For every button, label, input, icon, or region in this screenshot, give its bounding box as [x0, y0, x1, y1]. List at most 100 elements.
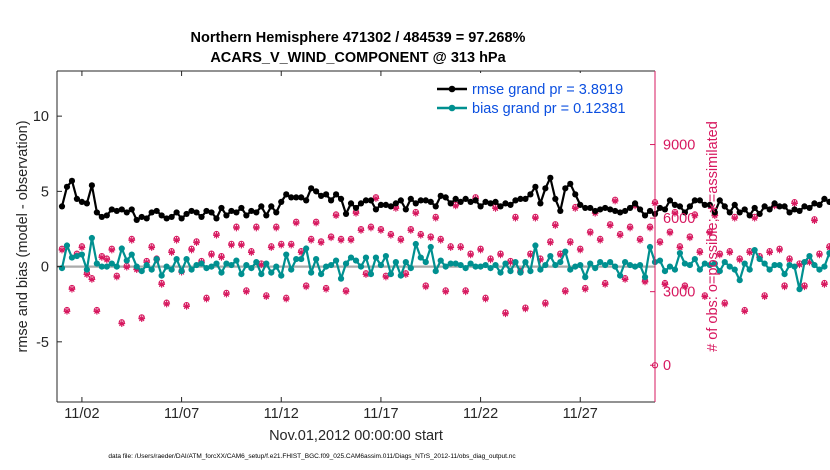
- obs-assimilated-marker: [576, 246, 584, 254]
- bias-point: [776, 261, 783, 269]
- obs-assimilated-marker: [507, 258, 514, 266]
- obs-assimilated-marker: [88, 276, 96, 283]
- rmse-point: [208, 209, 215, 216]
- bias-point: [203, 264, 210, 272]
- obs-assimilated-marker: [108, 246, 116, 254]
- bias-point: [671, 266, 679, 273]
- obs-assimilated-marker: [741, 307, 749, 315]
- obs-assimilated-marker: [372, 195, 380, 202]
- obs-assimilated-marker: [601, 280, 609, 288]
- x-tick-label: 11/17: [363, 406, 398, 422]
- obs-assimilated-marker: [646, 224, 654, 232]
- bias-point: [542, 261, 549, 269]
- obs-assimilated-marker: [512, 214, 519, 222]
- rmse-point: [686, 203, 693, 210]
- rmse-point: [213, 215, 220, 222]
- rmse-point: [303, 197, 310, 204]
- obs-assimilated-marker: [282, 295, 290, 303]
- rmse-point: [103, 212, 110, 219]
- obs-assimilated-marker: [297, 249, 305, 256]
- rmse-point: [512, 197, 519, 204]
- bias-point: [467, 260, 474, 267]
- obs-assimilated-marker: [407, 226, 415, 234]
- rmse-point: [392, 200, 399, 207]
- obs-assimilated-marker: [437, 236, 445, 244]
- bias-point: [268, 269, 275, 276]
- rmse-point: [557, 207, 564, 215]
- bias-point: [163, 263, 170, 270]
- rmse-point: [153, 207, 160, 215]
- obs-assimilated-marker: [307, 236, 315, 244]
- bias-point: [303, 245, 310, 252]
- rmse-point: [327, 197, 335, 204]
- bias-point: [487, 264, 494, 272]
- obs-assimilated-marker: [457, 244, 465, 251]
- bias-point: [208, 263, 215, 270]
- rmse-point: [562, 185, 569, 192]
- rmse-point: [736, 209, 743, 216]
- obs-assimilated-marker: [392, 204, 400, 212]
- bias-point: [273, 263, 280, 270]
- bias-point: [527, 268, 534, 275]
- bias-point: [626, 261, 634, 269]
- obs-assimilated-marker: [123, 263, 131, 271]
- bias-point: [661, 268, 669, 275]
- rmse-point: [293, 194, 300, 201]
- rmse-point: [746, 212, 753, 219]
- obs-assimilated-marker: [696, 249, 704, 256]
- obs-assimilated-marker: [766, 249, 774, 256]
- rmse-point: [602, 204, 609, 212]
- rmse-point: [422, 197, 429, 204]
- rmse-point: [437, 192, 444, 199]
- bias-point: [582, 274, 589, 281]
- bias-point: [377, 261, 385, 269]
- bias-point: [631, 263, 639, 270]
- bias-point: [517, 269, 524, 276]
- bias-point: [766, 266, 773, 273]
- rmse-point: [532, 183, 539, 190]
- rmse-point: [646, 207, 654, 215]
- y-tick-label: 10: [33, 109, 49, 125]
- obs-assimilated-marker: [452, 202, 460, 210]
- bias-point: [347, 254, 355, 261]
- bias-point: [427, 243, 434, 251]
- bias-series: [58, 234, 830, 293]
- bias-point: [656, 257, 664, 264]
- bias-point: [437, 257, 444, 264]
- rmse-point: [676, 203, 684, 210]
- bias-point: [407, 264, 414, 272]
- rmse-point: [273, 209, 280, 216]
- rmse-point: [412, 200, 419, 207]
- rmse-point: [278, 198, 285, 205]
- bias-point: [761, 260, 768, 267]
- rmse-point: [467, 198, 474, 205]
- rmse-point: [128, 206, 135, 213]
- bias-point: [607, 258, 614, 266]
- obs-assimilated-marker: [527, 251, 534, 259]
- bias-point: [228, 261, 235, 269]
- bias-point: [502, 260, 509, 267]
- rmse-point: [253, 209, 260, 216]
- y-tick-label: -5: [36, 335, 49, 351]
- rmse-point: [228, 207, 235, 215]
- obs-assimilated-marker: [193, 239, 200, 247]
- rmse-point: [482, 198, 489, 205]
- legend-bias-label: bias grand pr = 0.12381: [472, 101, 626, 117]
- rmse-point: [582, 204, 589, 212]
- rmse-point: [268, 203, 275, 210]
- bias-point: [442, 263, 449, 270]
- rmse-point: [308, 185, 315, 192]
- obs-assimilated-marker: [541, 300, 549, 308]
- rmse-point: [527, 191, 534, 198]
- rmse-point: [183, 210, 190, 218]
- legend-rmse-label: rmse grand pr = 3.8919: [472, 82, 623, 98]
- bias-point: [686, 261, 693, 269]
- rmse-point: [158, 212, 165, 219]
- rmse-point: [626, 204, 634, 212]
- obs-assimilated-marker: [492, 204, 499, 212]
- bias-point: [492, 261, 499, 269]
- obs-assimilated-marker: [63, 307, 71, 315]
- obs-assimilated-marker: [656, 239, 664, 247]
- bias-point: [801, 258, 808, 266]
